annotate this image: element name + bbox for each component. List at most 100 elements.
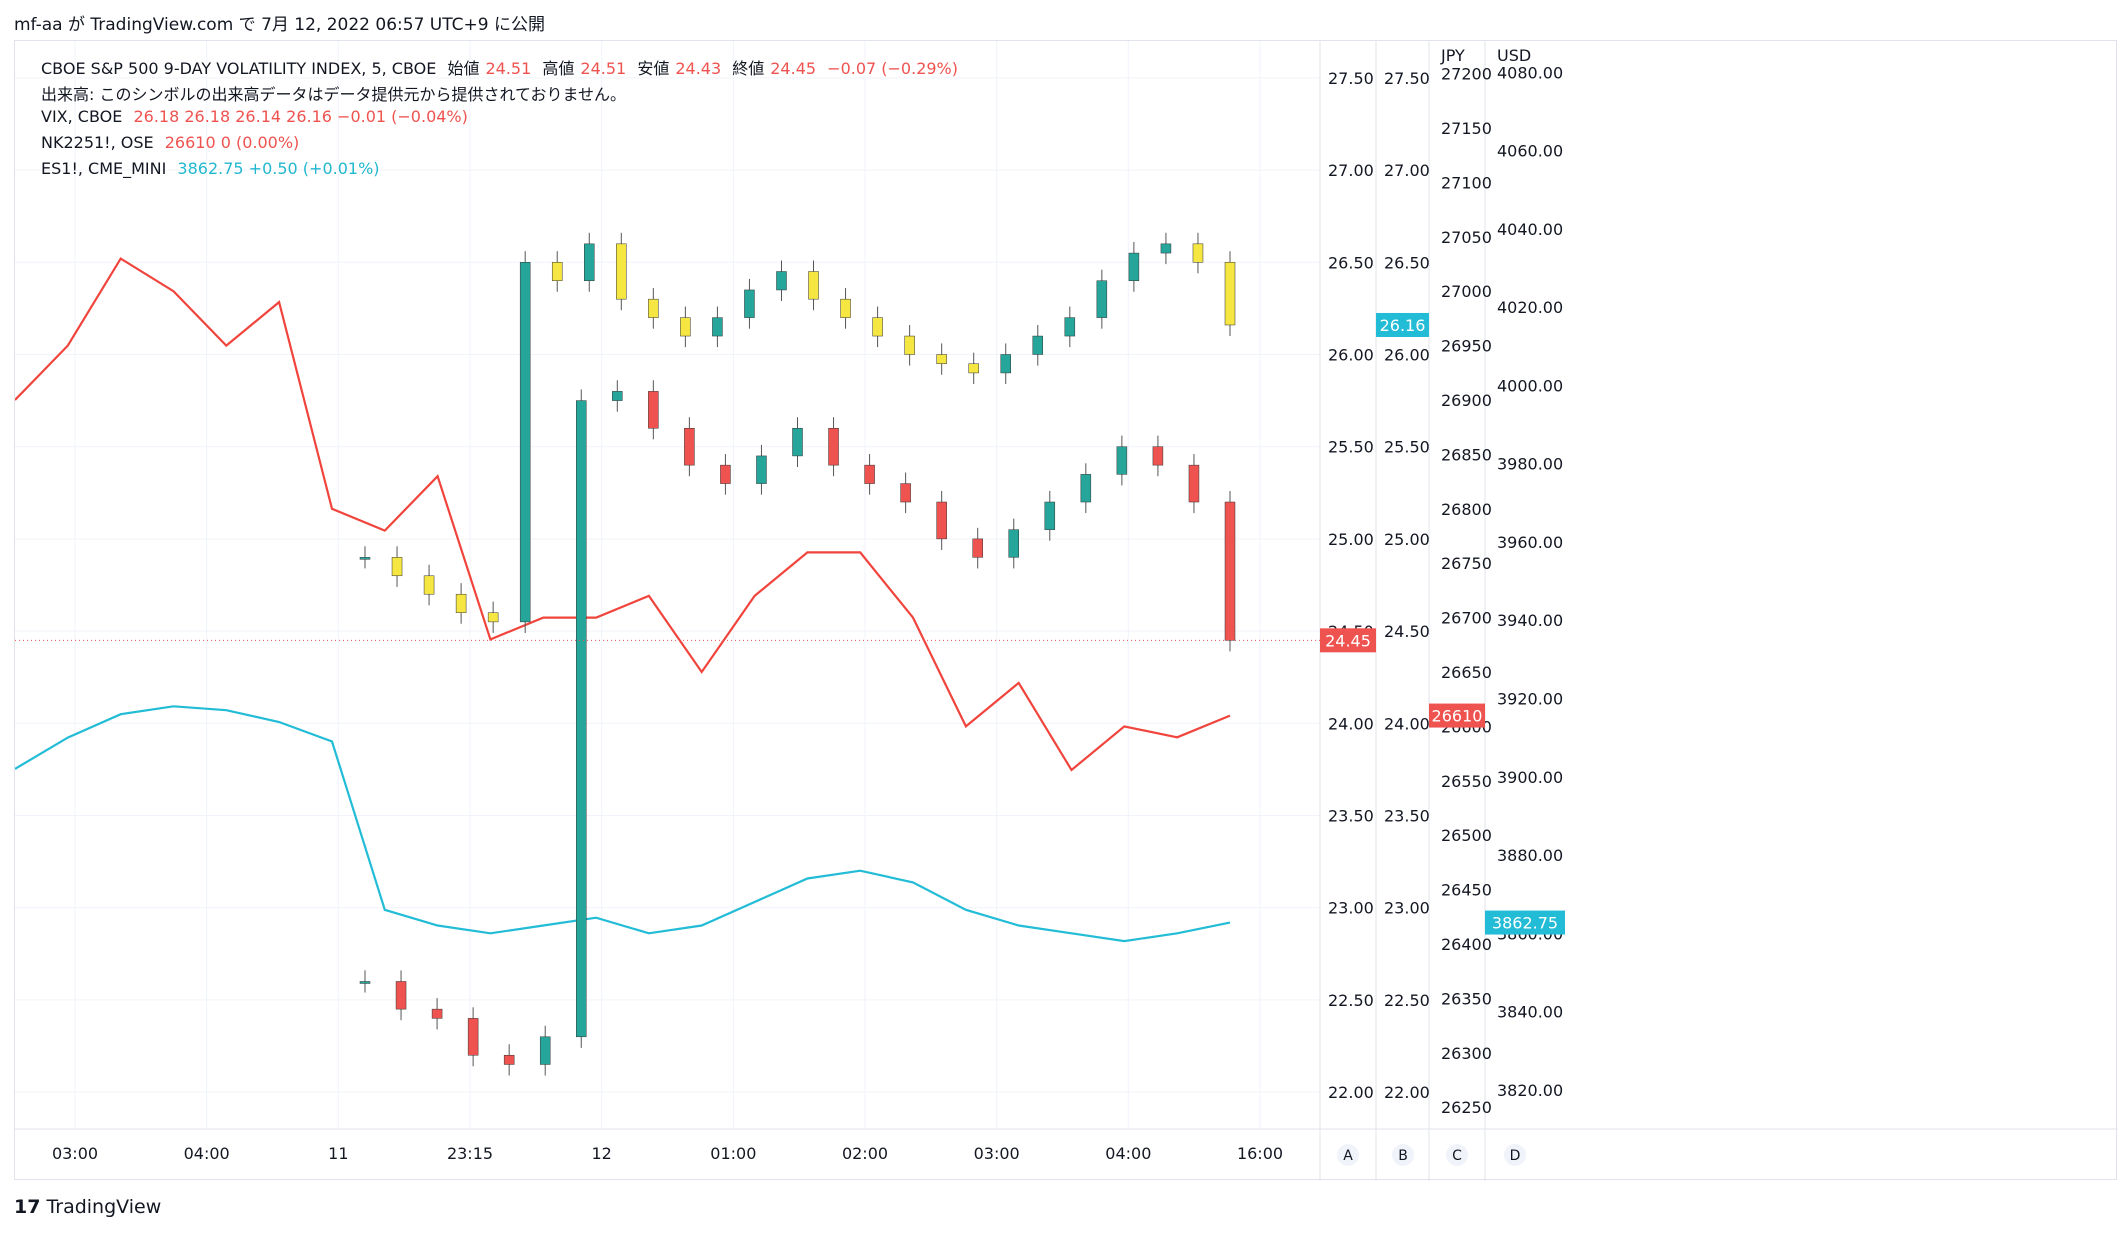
legend-nk: NK2251!, OSE 26610 0 (0.00%) bbox=[41, 133, 305, 152]
vix-candle bbox=[616, 243, 627, 300]
axis-d-tick: 4080.00 bbox=[1497, 63, 1563, 82]
time-label: 11 bbox=[328, 1144, 348, 1163]
axis-d-tick: 4020.00 bbox=[1497, 298, 1563, 317]
vix-candle bbox=[648, 298, 659, 318]
vix9d-candle bbox=[648, 391, 659, 429]
vix-candle bbox=[519, 262, 531, 623]
vix9d-candle bbox=[612, 391, 623, 401]
tv-logo-icon: 17 bbox=[14, 1196, 41, 1218]
vix9d-candle bbox=[720, 464, 731, 484]
badge-nk: 26610 bbox=[1432, 707, 1483, 726]
scale-letter-bg[interactable] bbox=[1337, 1144, 1359, 1166]
badge-vix9d: 24.45 bbox=[1325, 631, 1371, 650]
vix-candle bbox=[712, 317, 723, 337]
vix9d-candle bbox=[792, 428, 803, 457]
legend-es-values: 3862.75 +0.50 (+0.01%) bbox=[177, 159, 380, 178]
axis-d-tick: 4040.00 bbox=[1497, 220, 1563, 239]
vix9d-candle bbox=[395, 981, 407, 1010]
legend-close-label: 終値 bbox=[732, 59, 765, 78]
vix-candle bbox=[1000, 354, 1011, 374]
legend-main: CBOE S&P 500 9-DAY VOLATILITY INDEX, 5, … bbox=[41, 55, 964, 79]
vix9d-candle bbox=[359, 981, 371, 984]
legend-es: ES1!, CME_MINI 3862.75 +0.50 (+0.01%) bbox=[41, 159, 386, 178]
vix9d-candle bbox=[576, 400, 587, 1038]
legend-nk-values: 26610 0 (0.00%) bbox=[164, 133, 300, 152]
price-chart[interactable]: JPY USD 27.50 27.00 26.50 26.00 25.50 25.00 24.5… bbox=[15, 41, 2118, 1181]
axis-b-tick: 25.00 bbox=[1384, 530, 1430, 549]
vix9d-candle bbox=[828, 428, 839, 466]
axis-d-tick: 3940.00 bbox=[1497, 611, 1563, 630]
scale-letter-bg[interactable] bbox=[1392, 1144, 1414, 1166]
axis-a-tick: 25.50 bbox=[1328, 438, 1374, 457]
axis-b-tick: 23.50 bbox=[1384, 807, 1430, 826]
axis-d-tick: 3960.00 bbox=[1497, 533, 1563, 552]
vix-candle bbox=[1224, 262, 1236, 326]
axis-d-tick: 3900.00 bbox=[1497, 768, 1563, 787]
vix-candle bbox=[904, 335, 915, 355]
axis-c-tick: 27200 bbox=[1441, 65, 1492, 84]
vix-candle bbox=[1192, 243, 1204, 263]
vix9d-candle bbox=[900, 483, 911, 503]
badge-es: 3862.75 bbox=[1492, 914, 1558, 933]
vix-candle bbox=[487, 612, 499, 623]
axis-b-tick: 23.00 bbox=[1384, 899, 1430, 918]
time-label: 03:00 bbox=[52, 1144, 98, 1163]
vix-candle bbox=[968, 363, 979, 374]
badge-vix: 26.16 bbox=[1380, 316, 1426, 335]
axis-a-tick: 26.00 bbox=[1328, 345, 1374, 364]
axis-d-tick: 3980.00 bbox=[1497, 455, 1563, 474]
vix-candle bbox=[584, 243, 595, 281]
badge-es-bg bbox=[1485, 910, 1565, 935]
vix9d-candle bbox=[467, 1018, 479, 1056]
time-label: 02:00 bbox=[842, 1144, 888, 1163]
axis-b-tick: 22.50 bbox=[1384, 991, 1430, 1010]
axis-d-tick: 4060.00 bbox=[1497, 142, 1563, 161]
scale-letter-c: C bbox=[1452, 1148, 1462, 1164]
axis-c-tick: 26450 bbox=[1441, 881, 1492, 900]
axis-b-tick: 26.50 bbox=[1384, 253, 1430, 272]
legend-nk-name: NK2251!, OSE bbox=[41, 133, 154, 152]
axis-a-tick: 27.00 bbox=[1328, 161, 1374, 180]
legend-open-value: 24.51 bbox=[485, 59, 532, 78]
axis-c-tick: 26800 bbox=[1441, 500, 1492, 519]
vix-candle bbox=[840, 298, 851, 318]
badge-vix9d-bg bbox=[1320, 628, 1376, 653]
legend-main-name: CBOE S&P 500 9-DAY VOLATILITY INDEX, 5, … bbox=[41, 59, 437, 78]
scale-letter-bg[interactable] bbox=[1504, 1144, 1526, 1166]
scale-letter-bg[interactable] bbox=[1446, 1144, 1468, 1166]
legend-volume-note: 出来高: このシンボルの出来高データはデータ提供元から提供されておりません。 bbox=[41, 85, 627, 104]
axis-d-tick: 3920.00 bbox=[1497, 689, 1563, 708]
legend-high-value: 24.51 bbox=[580, 59, 627, 78]
time-label: 01:00 bbox=[710, 1144, 756, 1163]
legend-low-value: 24.43 bbox=[675, 59, 722, 78]
axis-d-tick: 3840.00 bbox=[1497, 1003, 1563, 1022]
vix-candle bbox=[1096, 280, 1108, 318]
vix-candle bbox=[359, 557, 371, 560]
vix9d-candle bbox=[936, 501, 947, 540]
axis-a-tick: 23.00 bbox=[1328, 899, 1374, 918]
chart-area[interactable]: JPY USD 27.50 27.00 26.50 26.00 25.50 25.00 24.5… bbox=[14, 40, 2118, 1181]
vix-candle bbox=[936, 354, 947, 364]
legend-es-name: ES1!, CME_MINI bbox=[41, 159, 167, 178]
vix-candle bbox=[744, 289, 755, 318]
axis-c-tick: 27000 bbox=[1441, 282, 1492, 301]
axis-c-tick: 26250 bbox=[1441, 1098, 1492, 1117]
legend-change: −0.07 (−0.29%) bbox=[827, 59, 958, 78]
axis-d-tick: 4000.00 bbox=[1497, 376, 1563, 395]
legend-open-label: 始値 bbox=[447, 59, 480, 78]
axis-d-tick: 3880.00 bbox=[1497, 846, 1563, 865]
vix-candle bbox=[1160, 243, 1172, 254]
scale-letter-a: A bbox=[1343, 1148, 1353, 1164]
axis-c-tick: 26750 bbox=[1441, 554, 1492, 573]
publish-info: mf-aa が TradingView.com で 7月 12, 2022 06… bbox=[14, 15, 545, 35]
vix9d-candle bbox=[1224, 501, 1236, 641]
legend-low-label: 安値 bbox=[637, 59, 670, 78]
scale-letter-b: B bbox=[1398, 1148, 1408, 1164]
legend-close-value: 24.45 bbox=[770, 59, 817, 78]
axis-c-tick: 26300 bbox=[1441, 1044, 1492, 1063]
axis-c-tick: 26850 bbox=[1441, 445, 1492, 464]
tradingview-logo[interactable]: 17 TradingView bbox=[14, 1196, 161, 1218]
axis-c-tick: 27150 bbox=[1441, 119, 1492, 138]
vix9d-candle bbox=[1188, 464, 1200, 503]
axis-a-tick: 22.00 bbox=[1328, 1083, 1374, 1102]
